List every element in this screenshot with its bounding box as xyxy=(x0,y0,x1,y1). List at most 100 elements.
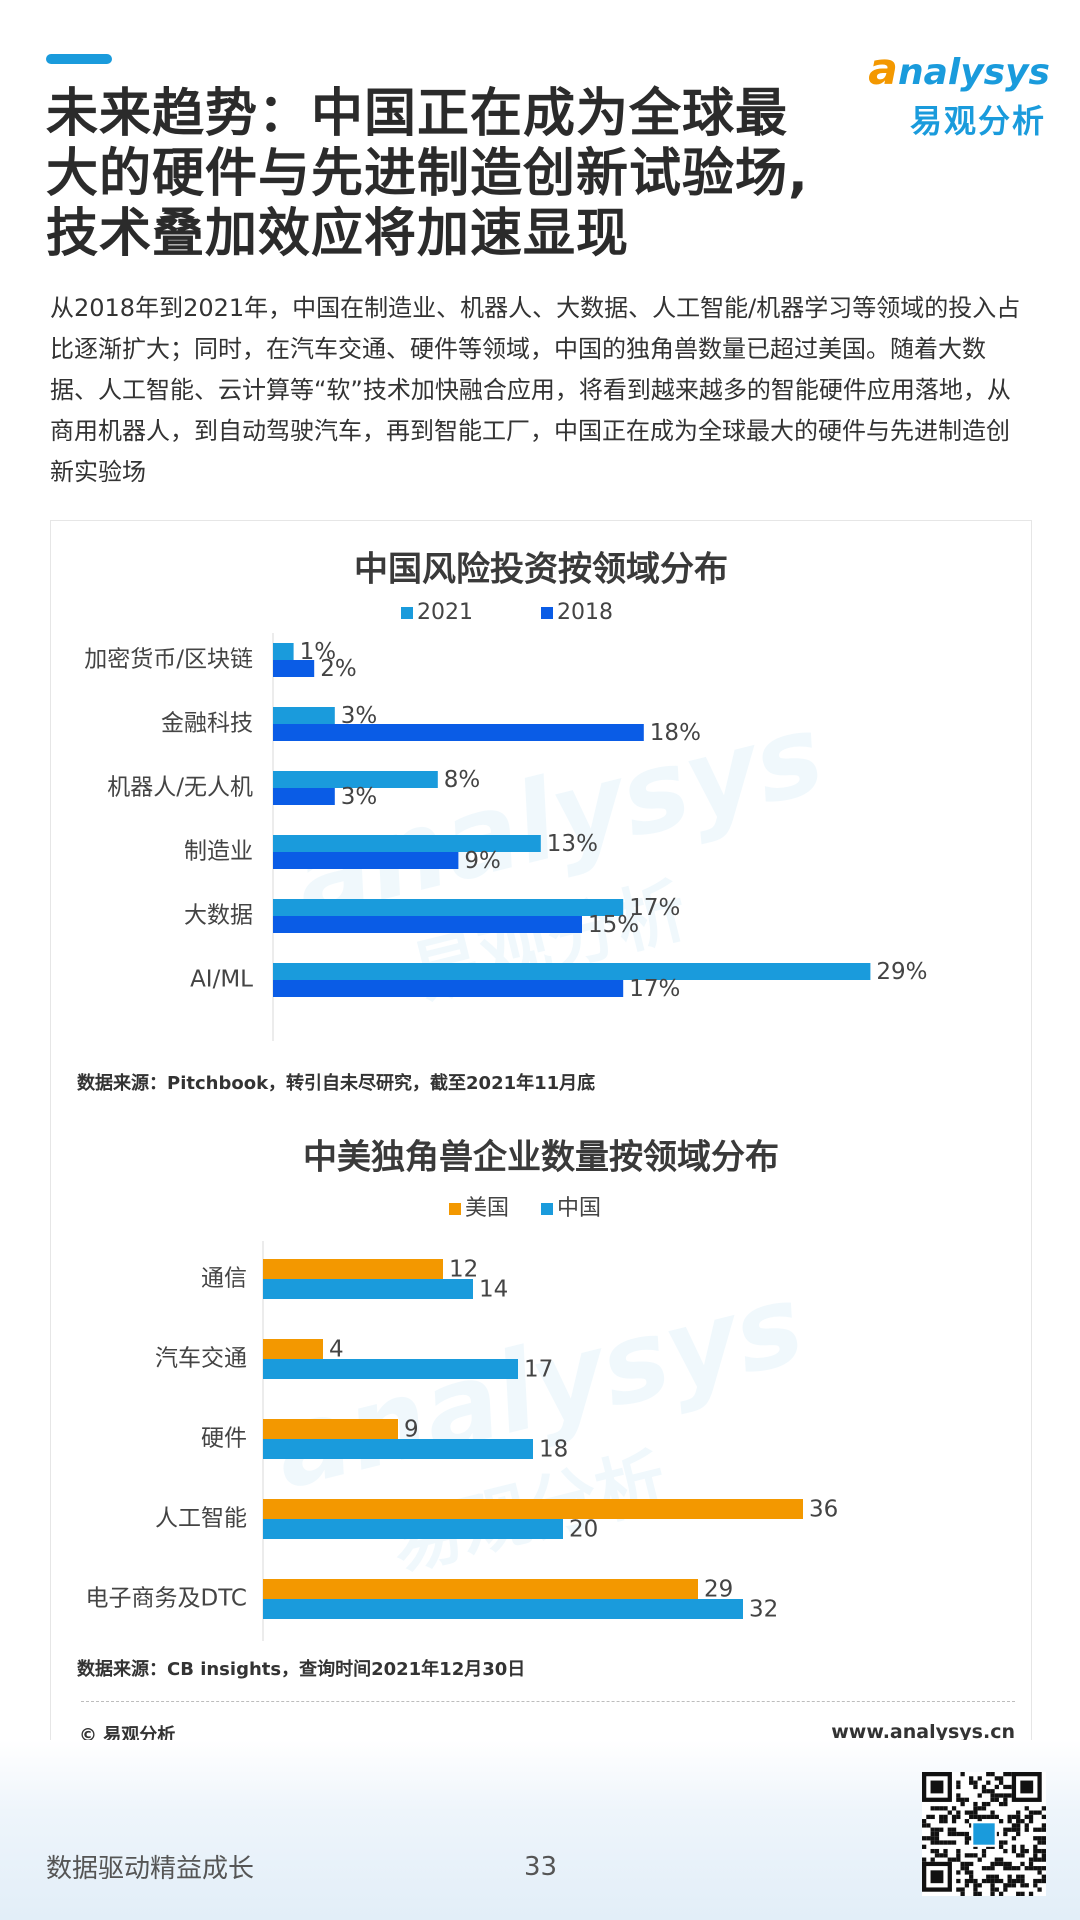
qr-module xyxy=(1007,1819,1012,1824)
qr-module xyxy=(951,1819,957,1824)
qr-module xyxy=(960,1891,965,1896)
qr-module xyxy=(922,1857,927,1862)
chart1-category-label: AI/ML xyxy=(190,967,253,993)
qr-module xyxy=(1007,1784,1012,1790)
chart2-category-label: 汽车交通 xyxy=(155,1346,247,1372)
chart1-data-label-1: 9% xyxy=(464,848,501,874)
qr-module xyxy=(990,1793,995,1798)
qr-module xyxy=(926,1836,931,1841)
qr-module xyxy=(1007,1772,1012,1777)
qr-module xyxy=(1020,1780,1034,1794)
qr-module xyxy=(960,1772,965,1777)
chart1-bar-0 xyxy=(273,771,438,788)
qr-module xyxy=(990,1891,995,1896)
qr-module xyxy=(998,1857,1004,1862)
qr-module xyxy=(1011,1827,1017,1832)
qr-module xyxy=(930,1840,935,1845)
chart2-category-label: 硬件 xyxy=(201,1426,247,1452)
qr-module xyxy=(1033,1866,1038,1871)
qr-module xyxy=(973,1780,978,1785)
chart1-bar-0 xyxy=(273,643,294,660)
qr-module xyxy=(1037,1810,1042,1815)
qr-module xyxy=(1041,1840,1046,1845)
qr-module xyxy=(930,1848,935,1854)
qr-module xyxy=(1041,1848,1046,1854)
qr-module xyxy=(1020,1891,1025,1896)
qr-module xyxy=(1033,1853,1038,1858)
chart2-data-label-0: 36 xyxy=(809,1497,838,1523)
qr-module xyxy=(994,1797,999,1802)
qr-module xyxy=(977,1819,982,1824)
qr-module xyxy=(981,1853,987,1858)
analysys-logo: analysys 易观分析 xyxy=(850,44,1050,144)
qr-module xyxy=(1024,1806,1029,1811)
chart1-bar-0 xyxy=(273,835,541,852)
qr-module xyxy=(969,1780,974,1785)
qr-module xyxy=(956,1878,961,1884)
qr-module xyxy=(1020,1819,1025,1824)
qr-module xyxy=(1037,1866,1042,1871)
qr-module xyxy=(994,1878,999,1884)
chart1-data-label-0: 13% xyxy=(547,831,598,857)
chart2-bar-0 xyxy=(263,1339,323,1359)
qr-module xyxy=(939,1827,944,1832)
website-link[interactable]: www.analysys.cn xyxy=(831,1721,1015,1743)
qr-module xyxy=(943,1806,948,1811)
title-accent-bar xyxy=(46,54,112,64)
qr-module xyxy=(1033,1857,1038,1862)
qr-module xyxy=(922,1836,927,1841)
qr-module xyxy=(986,1789,991,1794)
qr-module xyxy=(986,1874,991,1879)
qr-module xyxy=(1037,1870,1042,1875)
chart1-bar-1 xyxy=(273,980,624,997)
qr-module xyxy=(922,1823,927,1828)
chart2-data-label-0: 29 xyxy=(704,1577,733,1603)
qr-module xyxy=(930,1806,935,1811)
qr-module xyxy=(1033,1883,1038,1888)
chart1-data-label-0: 29% xyxy=(876,959,927,985)
qr-module xyxy=(1003,1772,1008,1777)
qr-module xyxy=(1007,1878,1012,1884)
qr-module xyxy=(994,1887,999,1892)
qr-module xyxy=(1003,1866,1008,1871)
qr-module xyxy=(1003,1883,1008,1888)
qr-module xyxy=(934,1806,940,1811)
qr-module xyxy=(981,1878,987,1884)
qr-module xyxy=(1003,1848,1008,1854)
qr-module xyxy=(964,1836,970,1841)
qr-module xyxy=(934,1836,940,1841)
qr-module xyxy=(1028,1857,1034,1862)
qr-module xyxy=(973,1887,978,1892)
qr-module xyxy=(934,1853,940,1858)
qr-module xyxy=(969,1878,974,1884)
chart2-data-label-0: 12 xyxy=(449,1257,478,1283)
qr-module xyxy=(1028,1891,1034,1896)
qr-module xyxy=(981,1814,987,1820)
qr-module xyxy=(1016,1853,1021,1858)
chart1-legend-swatch-0 xyxy=(401,607,413,619)
qr-module xyxy=(990,1772,995,1777)
qr-module xyxy=(1041,1874,1046,1879)
qr-module xyxy=(1003,1831,1008,1837)
qr-module xyxy=(986,1866,991,1871)
chart1-category-label: 机器人/无人机 xyxy=(107,775,253,801)
chart2-category-label: 电子商务及DTC xyxy=(86,1586,247,1612)
qr-module xyxy=(964,1866,970,1871)
qr-module xyxy=(1003,1793,1008,1798)
qr-module xyxy=(986,1780,991,1785)
qr-module xyxy=(973,1806,978,1811)
chart2-bar-1 xyxy=(263,1359,518,1379)
chart1-category-label: 金融科技 xyxy=(161,711,253,737)
qr-module xyxy=(964,1870,970,1875)
chart1-bar-0 xyxy=(273,707,335,724)
qr-module xyxy=(956,1853,961,1858)
qr-module xyxy=(1011,1823,1017,1828)
qr-module xyxy=(1041,1853,1046,1858)
qr-module xyxy=(986,1844,991,1849)
qr-module xyxy=(977,1814,982,1820)
qr-module xyxy=(939,1853,944,1858)
qr-module xyxy=(1007,1866,1012,1871)
qr-module xyxy=(1033,1848,1038,1854)
